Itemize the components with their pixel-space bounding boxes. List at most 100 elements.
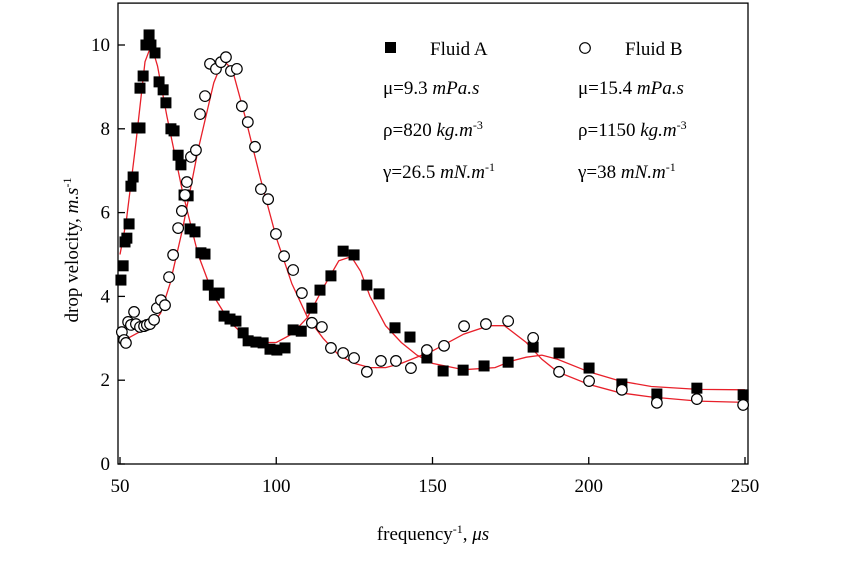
data-point: [315, 321, 328, 333]
text-segment: frequency: [377, 524, 453, 545]
data-point: [262, 193, 275, 206]
data-point: [153, 76, 165, 88]
text-segment: m.s: [62, 188, 83, 214]
data-point: [305, 316, 318, 329]
y-tick-label: 0: [101, 454, 111, 475]
data-point: [123, 218, 135, 230]
data-point: [189, 226, 201, 238]
data-point: [249, 140, 261, 153]
data-point: [404, 331, 416, 343]
text-segment: ,: [463, 524, 473, 545]
text-segment: -1: [60, 178, 74, 188]
text-segment: mN.m: [621, 162, 666, 183]
text-segment: kg.m: [640, 120, 676, 141]
data-point: [167, 249, 180, 261]
data-point: [242, 335, 254, 347]
data-point: [287, 324, 299, 336]
data-point: [230, 62, 243, 75]
data-point: [175, 205, 188, 217]
y-tick-label: 10: [91, 35, 110, 56]
data-point: [389, 322, 401, 334]
data-point: [202, 279, 214, 291]
data-point: [134, 122, 146, 134]
data-point: [194, 108, 206, 121]
data-point: [325, 342, 337, 354]
text-segment: mPa.s: [432, 78, 479, 99]
fluid-property: γ=26.5 mN.m-1: [382, 160, 495, 183]
data-point: [337, 347, 350, 359]
x-tick-label: 150: [418, 476, 447, 497]
y-axis-label: drop velocity, m.s-1: [60, 178, 83, 323]
fluid-property: μ=9.3 mPa.s: [383, 78, 479, 99]
data-point: [230, 315, 242, 327]
data-point: [279, 342, 291, 354]
data-point: [235, 100, 248, 113]
data-point: [527, 341, 539, 353]
data-point: [314, 284, 326, 296]
data-point: [553, 347, 565, 359]
legend-label: Fluid A: [430, 39, 488, 60]
y-tick-label: 4: [101, 286, 111, 307]
legend-marker: [385, 42, 396, 53]
data-point: [390, 355, 402, 367]
data-point: [438, 339, 450, 352]
data-point: [437, 365, 449, 377]
data-point: [121, 232, 133, 244]
y-tick-label: 6: [101, 203, 111, 224]
x-axis-label: frequency-1, μs: [377, 522, 489, 545]
data-point: [421, 352, 433, 364]
data-point: [143, 29, 155, 41]
x-tick-label: 100: [262, 476, 291, 497]
text-segment: ρ=1150: [578, 120, 640, 141]
data-point: [250, 336, 262, 348]
data-point: [175, 159, 187, 171]
data-point: [457, 364, 469, 376]
legend-label: Fluid B: [625, 39, 683, 60]
data-point: [270, 228, 282, 240]
data-point: [127, 171, 139, 183]
data-point: [405, 362, 417, 374]
data-point: [583, 375, 595, 387]
data-point: [615, 383, 628, 396]
data-point: [180, 176, 193, 188]
data-point: [527, 331, 540, 344]
data-point: [255, 183, 267, 196]
data-point: [278, 250, 290, 263]
data-point: [458, 320, 470, 333]
data-point: [737, 399, 750, 411]
data-point: [478, 360, 490, 372]
data-point: [199, 90, 211, 103]
data-point: [224, 313, 236, 325]
text-segment: -1: [666, 160, 676, 174]
data-point: [264, 343, 276, 355]
data-point: [168, 125, 180, 137]
data-point: [583, 362, 595, 374]
data-point: [360, 365, 373, 378]
data-point: [373, 288, 385, 300]
text-segment: mN.m: [440, 162, 485, 183]
data-point: [348, 352, 360, 364]
data-point: [213, 287, 225, 299]
data-point: [163, 271, 175, 284]
data-point: [145, 39, 157, 51]
data-point: [120, 337, 132, 349]
text-segment: μs: [471, 524, 489, 545]
data-point: [190, 144, 202, 157]
data-point: [159, 299, 171, 312]
data-point: [337, 245, 349, 257]
data-point: [125, 180, 137, 192]
text-segment: -3: [677, 118, 687, 132]
data-point: [502, 356, 514, 368]
data-point: [157, 84, 169, 96]
data-point: [690, 393, 703, 405]
data-point: [218, 310, 230, 322]
fluid-property: ρ=1150 kg.m-3: [578, 118, 687, 141]
legend-symbol: [579, 42, 591, 54]
data-point: [137, 70, 149, 82]
data-point: [199, 248, 211, 260]
data-point: [325, 270, 337, 282]
data-point: [502, 315, 515, 328]
data-point: [179, 189, 191, 201]
legend-symbol: [385, 42, 396, 53]
fluid-property: μ=15.4 mPa.s: [578, 78, 684, 99]
